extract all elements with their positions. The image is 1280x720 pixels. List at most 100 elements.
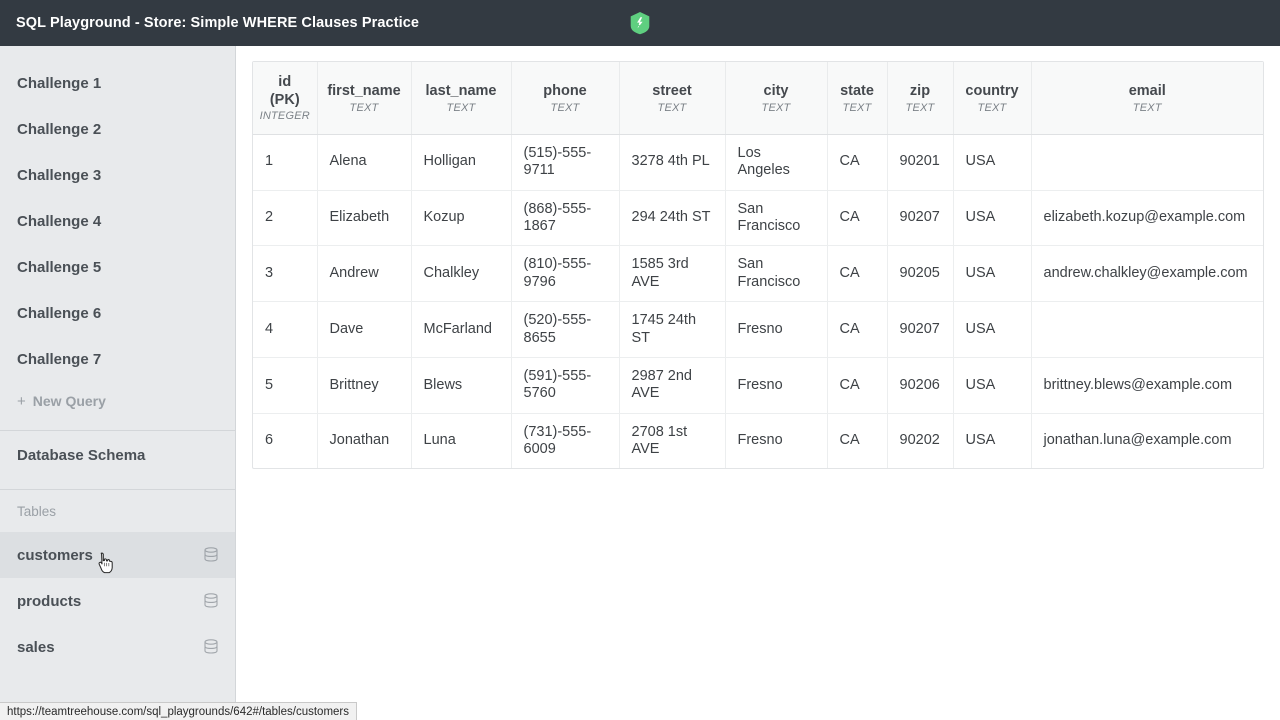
cell-email: andrew.chalkley@example.com — [1031, 245, 1263, 303]
cell-phone: (731)-555-6009 — [511, 413, 620, 469]
plus-icon: + — [17, 392, 26, 410]
cell-street: 1745 24th ST — [619, 301, 726, 358]
tables-section-label: Tables — [0, 490, 235, 532]
column-header-id[interactable]: id (PK) INTEGER — [253, 62, 318, 135]
column-type: INTEGER — [259, 110, 310, 123]
cell-id: 4 — [253, 301, 318, 358]
column-header-phone[interactable]: phone TEXT — [511, 62, 620, 135]
column-name: phone — [543, 82, 587, 99]
sidebar-item-challenge-1[interactable]: Challenge 1 — [0, 60, 235, 106]
cell-first-name: Alena — [317, 134, 412, 191]
table-row[interactable]: 5 Brittney Blews (591)-555-5760 2987 2nd… — [253, 357, 1263, 414]
column-name: zip — [909, 82, 931, 99]
cell-city: San Francisco — [725, 190, 828, 247]
cell-state: CA — [827, 357, 888, 414]
treehouse-logo-icon — [629, 11, 651, 35]
cell-state: CA — [827, 190, 888, 247]
cell-city: San Francisco — [725, 245, 828, 303]
cell-last-name: Kozup — [411, 190, 512, 247]
table-row[interactable]: 2 Elizabeth Kozup (868)-555-1867 294 24t… — [253, 190, 1263, 247]
status-bar-link-preview: https://teamtreehouse.com/sql_playground… — [0, 702, 357, 720]
cell-zip: 90205 — [887, 245, 954, 303]
cell-city: Fresno — [725, 413, 828, 469]
cell-id: 2 — [253, 190, 318, 247]
status-bar-url: https://teamtreehouse.com/sql_playground… — [7, 705, 349, 718]
new-query-button[interactable]: + New Query — [0, 382, 235, 420]
column-type: TEXT — [446, 101, 476, 114]
cell-street: 2708 1st AVE — [619, 413, 726, 469]
cell-first-name: Dave — [317, 301, 412, 358]
sidebar-item-challenge-4[interactable]: Challenge 4 — [0, 198, 235, 244]
cell-first-name: Brittney — [317, 357, 412, 414]
cell-first-name: Jonathan — [317, 413, 412, 469]
column-type: TEXT — [550, 101, 580, 114]
table-name-label: customers — [17, 546, 93, 564]
column-name: street — [652, 82, 692, 99]
sidebar-item-challenge-6[interactable]: Challenge 6 — [0, 290, 235, 336]
cell-phone: (515)-555-9711 — [511, 134, 620, 191]
cell-city: Los Angeles — [725, 134, 828, 191]
cell-country: USA — [953, 245, 1032, 303]
table-row[interactable]: 1 Alena Holligan (515)-555-9711 3278 4th… — [253, 134, 1263, 191]
cell-first-name: Andrew — [317, 245, 412, 303]
cell-country: USA — [953, 301, 1032, 358]
column-type: TEXT — [905, 101, 935, 114]
sidebar-item-table-products[interactable]: products — [0, 578, 235, 624]
column-type: TEXT — [977, 101, 1007, 114]
challenge-label: Challenge 1 — [17, 74, 102, 92]
cell-street: 3278 4th PL — [619, 134, 726, 191]
column-header-city[interactable]: city TEXT — [725, 62, 828, 135]
challenge-label: Challenge 4 — [17, 212, 102, 230]
new-query-label: New Query — [32, 393, 106, 409]
column-name: id — [278, 74, 292, 90]
sidebar-item-table-customers[interactable]: customers — [0, 532, 235, 578]
cell-last-name: McFarland — [411, 301, 512, 358]
column-type: TEXT — [349, 101, 379, 114]
cell-country: USA — [953, 413, 1032, 469]
sidebar-item-challenge-5[interactable]: Challenge 5 — [0, 244, 235, 290]
column-type: TEXT — [842, 101, 872, 114]
column-key-label: (PK) — [269, 91, 300, 108]
sidebar-divider — [0, 430, 235, 431]
app-header: SQL Playground - Store: Simple WHERE Cla… — [0, 0, 1280, 46]
table-row[interactable]: 6 Jonathan Luna (731)-555-6009 2708 1st … — [253, 413, 1263, 469]
column-type: TEXT — [1132, 101, 1162, 114]
column-header-zip[interactable]: zip TEXT — [887, 62, 954, 135]
sidebar-item-challenge-3[interactable]: Challenge 3 — [0, 152, 235, 198]
column-header-last-name[interactable]: last_name TEXT — [411, 62, 512, 135]
challenge-label: Challenge 2 — [17, 120, 102, 138]
column-name: first_name — [327, 82, 401, 99]
cell-id: 6 — [253, 413, 318, 469]
sidebar-item-challenge-7[interactable]: Challenge 7 — [0, 336, 235, 382]
column-header-first-name[interactable]: first_name TEXT — [317, 62, 412, 135]
challenge-label: Challenge 5 — [17, 258, 102, 276]
table-row[interactable]: 4 Dave McFarland (520)-555-8655 1745 24t… — [253, 301, 1263, 358]
column-header-country[interactable]: country TEXT — [953, 62, 1032, 135]
cell-id: 5 — [253, 357, 318, 414]
cell-email: brittney.blews@example.com — [1031, 357, 1263, 414]
cell-email: elizabeth.kozup@example.com — [1031, 190, 1263, 247]
cell-phone: (591)-555-5760 — [511, 357, 620, 414]
cell-zip: 90201 — [887, 134, 954, 191]
column-header-email[interactable]: email TEXT — [1031, 62, 1263, 135]
table-name-label: products — [17, 592, 82, 610]
cell-country: USA — [953, 134, 1032, 191]
column-header-state[interactable]: state TEXT — [827, 62, 888, 135]
cell-city: Fresno — [725, 301, 828, 358]
cell-first-name: Elizabeth — [317, 190, 412, 247]
challenge-label: Challenge 3 — [17, 166, 102, 184]
cell-state: CA — [827, 245, 888, 303]
cell-zip: 90207 — [887, 190, 954, 247]
table-row[interactable]: 3 Andrew Chalkley (810)-555-9796 1585 3r… — [253, 245, 1263, 303]
tables-label-text: Tables — [17, 503, 57, 519]
table-name-label: sales — [17, 638, 55, 656]
cell-last-name: Blews — [411, 357, 512, 414]
sidebar-item-table-sales[interactable]: sales — [0, 624, 235, 670]
column-name: email — [1128, 82, 1166, 99]
sidebar: Challenge 1 Challenge 2 Challenge 3 Chal… — [0, 46, 236, 720]
cell-street: 294 24th ST — [619, 190, 726, 247]
column-name: last_name — [425, 82, 497, 99]
sidebar-item-challenge-2[interactable]: Challenge 2 — [0, 106, 235, 152]
cell-phone: (810)-555-9796 — [511, 245, 620, 303]
column-header-street[interactable]: street TEXT — [619, 62, 726, 135]
